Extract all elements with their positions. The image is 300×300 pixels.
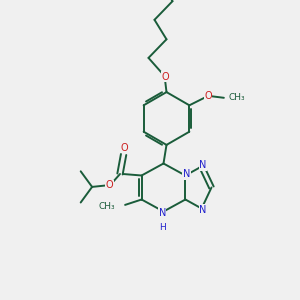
Text: H: H [159, 223, 165, 232]
Text: N: N [199, 205, 206, 215]
Text: O: O [106, 180, 113, 190]
Text: CH₃: CH₃ [229, 93, 246, 102]
Text: O: O [204, 91, 212, 101]
Text: N: N [199, 160, 206, 170]
Text: O: O [161, 71, 169, 82]
Text: N: N [159, 208, 166, 218]
Text: N: N [183, 169, 190, 179]
Text: O: O [120, 143, 128, 153]
Text: CH₃: CH₃ [99, 202, 116, 211]
